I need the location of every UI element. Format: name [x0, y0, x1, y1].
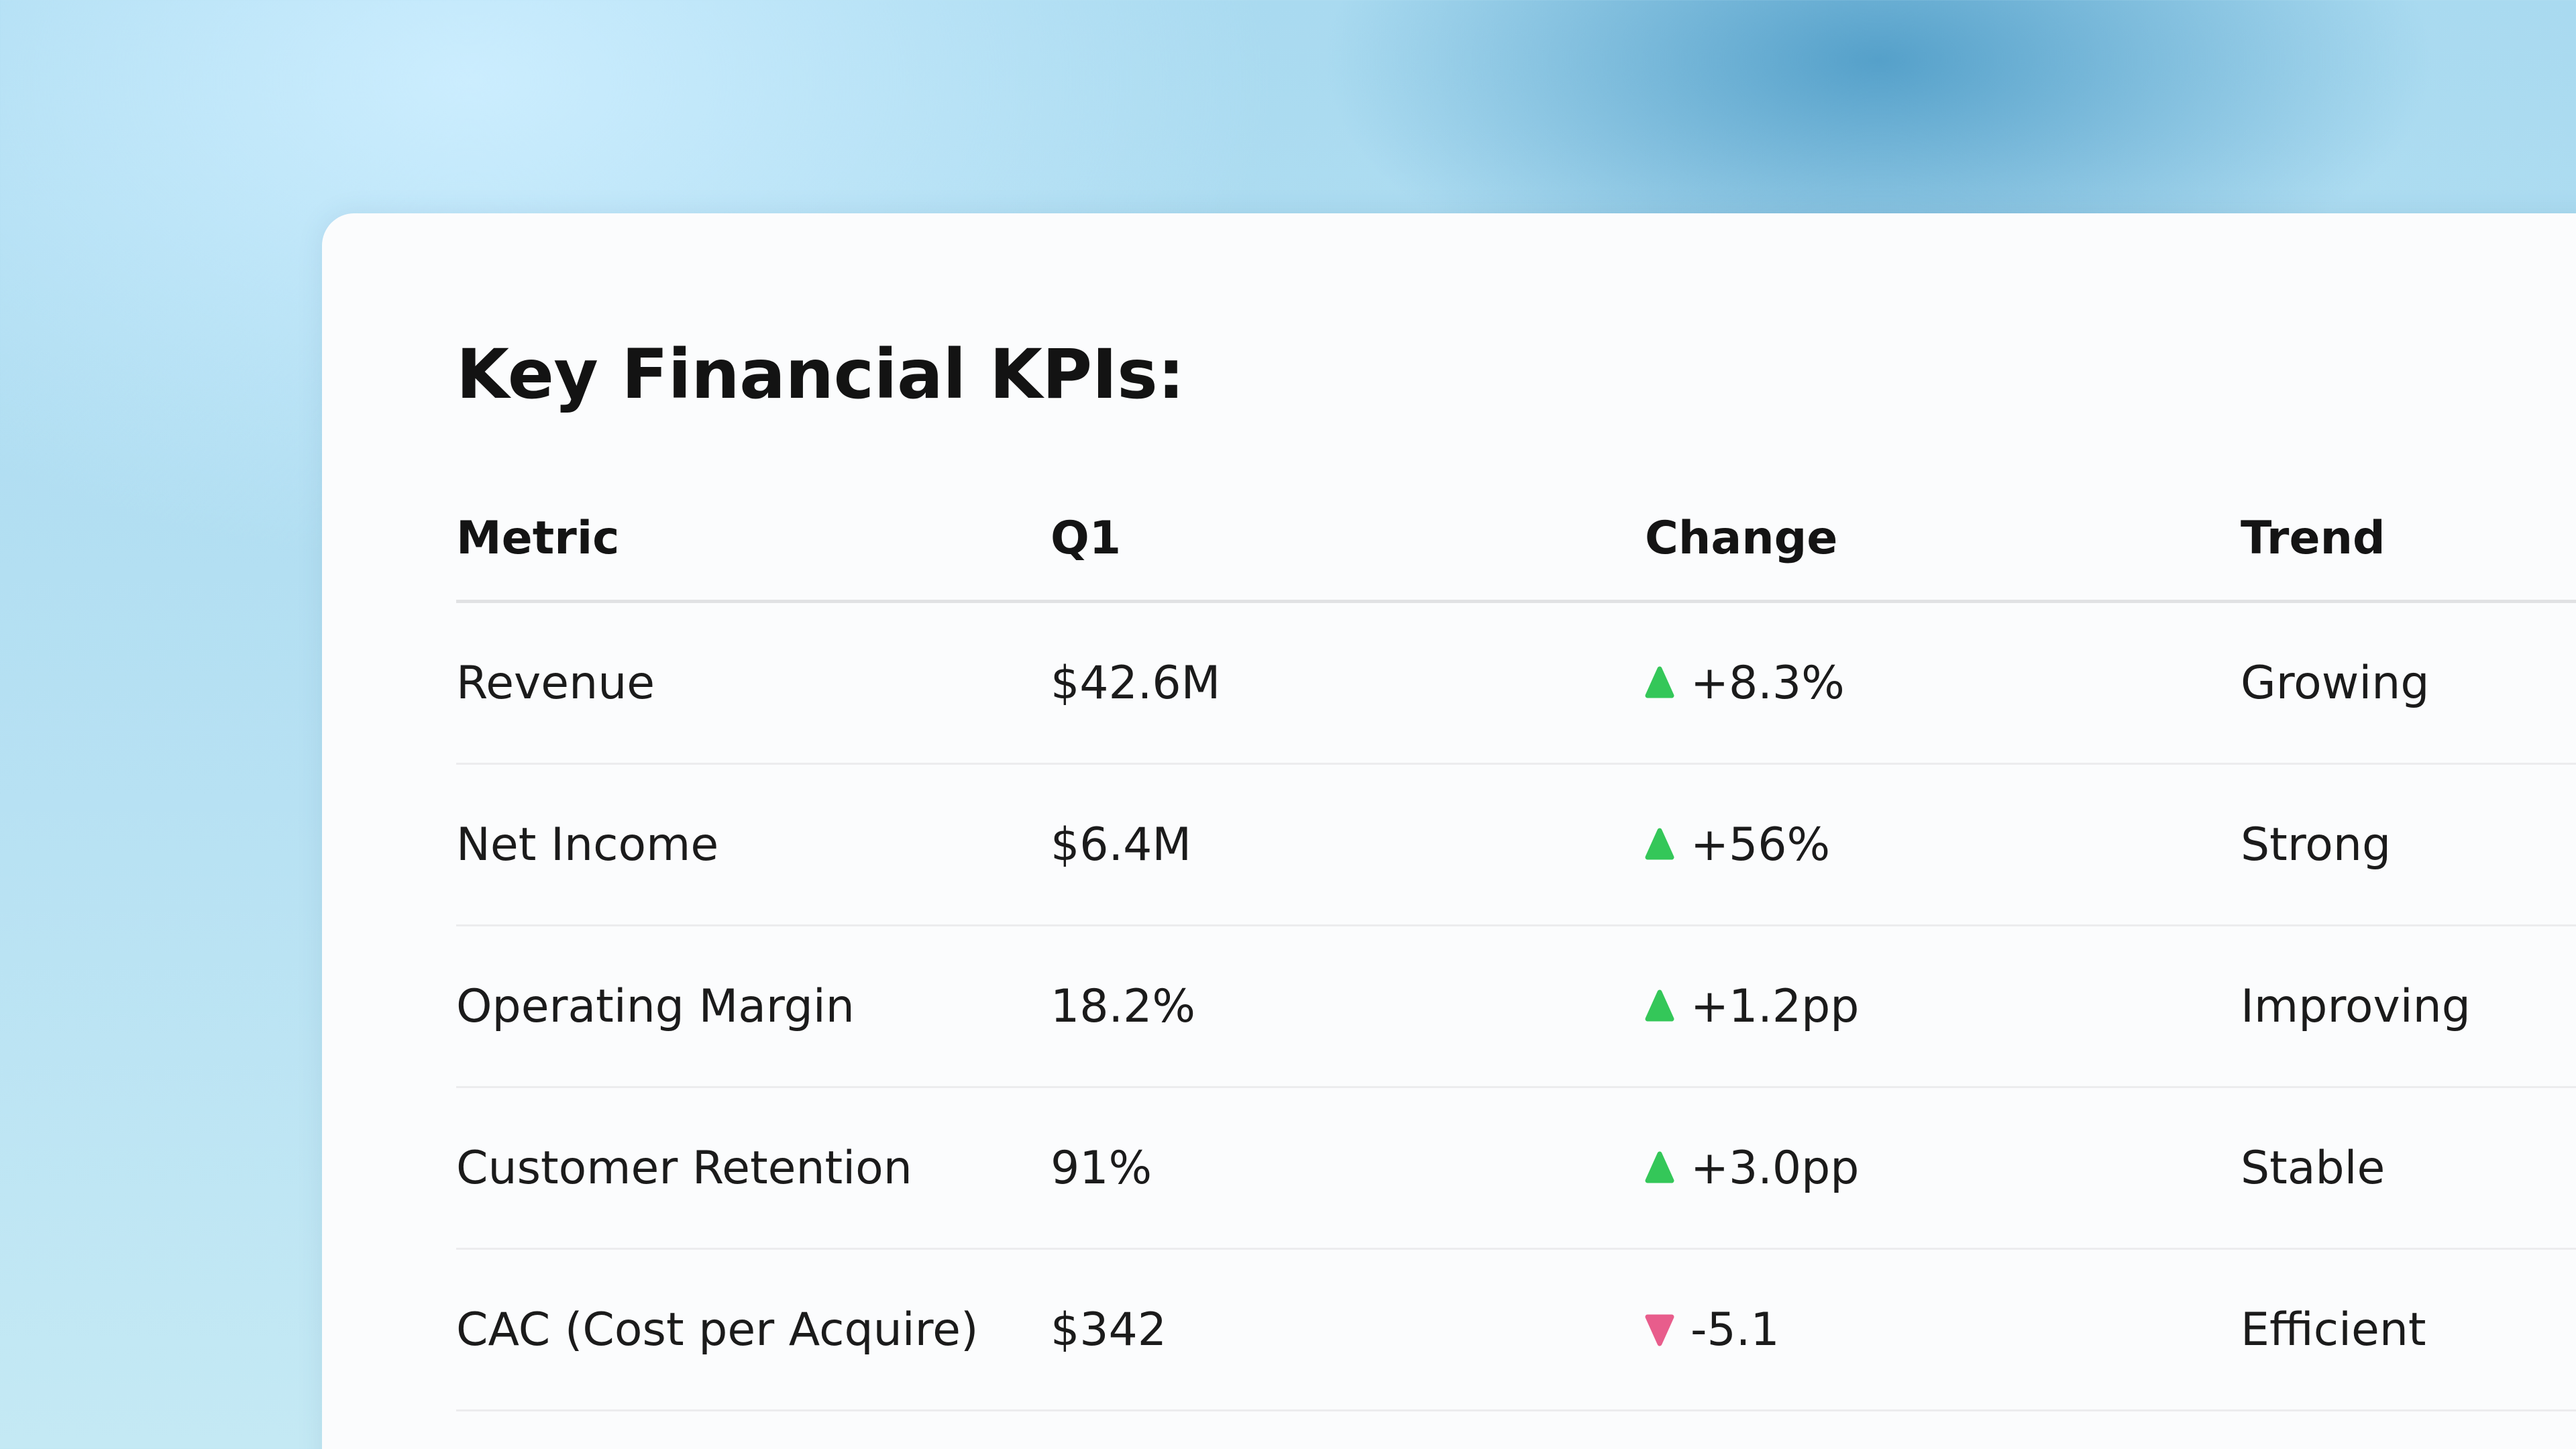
- change-cell: +3.0pp: [1645, 1142, 2241, 1195]
- q1-value-cell: $42.6M: [1051, 656, 1221, 710]
- column-header-q1: Q1: [1051, 511, 1122, 565]
- table-row: Revenue $42.6M +8.3% Growing: [456, 603, 2576, 765]
- column-header-change: Change: [1645, 511, 1838, 565]
- change-value: +3.0pp: [1690, 1141, 1860, 1195]
- triangle-down-icon: [1645, 1313, 1674, 1346]
- change-cell: +8.3%: [1645, 657, 2241, 710]
- change-cell: +1.2pp: [1645, 980, 2241, 1033]
- column-header-trend: Trend: [2241, 511, 2385, 565]
- trend-cell: Strong: [2241, 818, 2392, 871]
- metric-cell: CAC (Cost per Acquire): [456, 1303, 979, 1356]
- triangle-up-icon: [1645, 828, 1674, 861]
- column-header-metric: Metric: [456, 511, 620, 565]
- change-value: +1.2pp: [1690, 979, 1860, 1033]
- q1-value-cell: $342: [1051, 1303, 1167, 1356]
- triangle-up-icon: [1645, 666, 1674, 700]
- triangle-up-icon: [1645, 989, 1674, 1023]
- trend-cell: Growing: [2241, 656, 2430, 710]
- change-cell: -5.1: [1645, 1303, 2241, 1356]
- kpi-card: Key Financial KPIs: Metric Q1 Change Tre…: [322, 213, 2576, 1449]
- table-row: Customer Retention 91% +3.0pp Stable: [456, 1088, 2576, 1250]
- metric-cell: Customer Retention: [456, 1141, 912, 1195]
- table-row: CAC (Cost per Acquire) $342 -5.1 Efficie…: [456, 1250, 2576, 1411]
- metric-cell: Revenue: [456, 656, 655, 710]
- change-value: -5.1: [1690, 1303, 1780, 1356]
- change-cell: +56%: [1645, 818, 2241, 871]
- q1-value-cell: 91%: [1051, 1141, 1152, 1195]
- table-row: Net Income $6.4M +56% Strong: [456, 765, 2576, 926]
- q1-value-cell: $6.4M: [1051, 818, 1192, 871]
- page-title: Key Financial KPIs:: [456, 335, 1185, 415]
- q1-value-cell: 18.2%: [1051, 979, 1196, 1033]
- table-row: Operating Margin 18.2% +1.2pp Improving: [456, 926, 2576, 1088]
- metric-cell: Net Income: [456, 818, 719, 871]
- metric-cell: Operating Margin: [456, 979, 855, 1033]
- trend-cell: Improving: [2241, 979, 2471, 1033]
- triangle-up-icon: [1645, 1151, 1674, 1185]
- table-header-row: Metric Q1 Change Trend: [456, 476, 2576, 603]
- change-value: +8.3%: [1690, 656, 1845, 710]
- kpi-table: Metric Q1 Change Trend Revenue $42.6M +8…: [456, 476, 2576, 1411]
- change-value: +56%: [1690, 818, 1831, 871]
- trend-cell: Stable: [2241, 1141, 2385, 1195]
- trend-cell: Efficient: [2241, 1303, 2426, 1356]
